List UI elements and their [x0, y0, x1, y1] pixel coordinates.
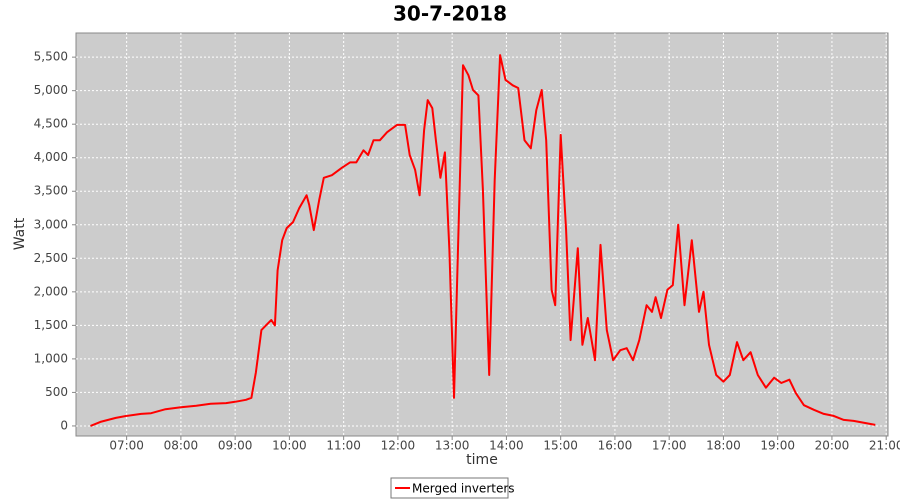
chart-title: 30-7-2018: [393, 2, 507, 26]
x-tick-label: 10:00: [272, 439, 307, 453]
y-tick-label: 500: [45, 385, 68, 399]
y-tick-label: 1,000: [34, 351, 68, 365]
x-tick-label: 13:00: [435, 439, 470, 453]
x-tick-label: 19:00: [760, 439, 795, 453]
y-tick-label: 0: [60, 418, 68, 432]
y-tick-label: 3,500: [34, 184, 68, 198]
x-tick-label: 09:00: [218, 439, 253, 453]
x-tick-label: 20:00: [815, 439, 850, 453]
y-tick-label: 4,000: [34, 150, 68, 164]
y-tick-label: 5,500: [34, 50, 68, 64]
y-tick-label: 3,000: [34, 217, 68, 231]
x-tick-label: 17:00: [652, 439, 687, 453]
y-tick-label: 5,000: [34, 83, 68, 97]
x-tick-label: 15:00: [543, 439, 578, 453]
legend: [390, 477, 509, 499]
x-tick-label: 07:00: [109, 439, 144, 453]
y-tick-label: 4,500: [34, 117, 68, 131]
plot-area: [75, 32, 889, 437]
x-tick-label: 12:00: [381, 439, 416, 453]
y-tick-label: 1,500: [34, 318, 68, 332]
y-axis-label: Watt: [12, 217, 28, 250]
x-tick-label: 16:00: [598, 439, 633, 453]
x-tick-label: 21:00: [869, 439, 900, 453]
x-tick-label: 14:00: [489, 439, 524, 453]
x-tick-label: 08:00: [164, 439, 199, 453]
legend-label: Merged inverters: [412, 482, 515, 496]
line-series: [90, 54, 876, 427]
x-tick-label: 11:00: [326, 439, 361, 453]
y-tick-label: 2,000: [34, 284, 68, 298]
x-tick-label: 18:00: [706, 439, 741, 453]
y-tick-label: 2,500: [34, 251, 68, 265]
x-axis-label: time: [466, 452, 498, 468]
